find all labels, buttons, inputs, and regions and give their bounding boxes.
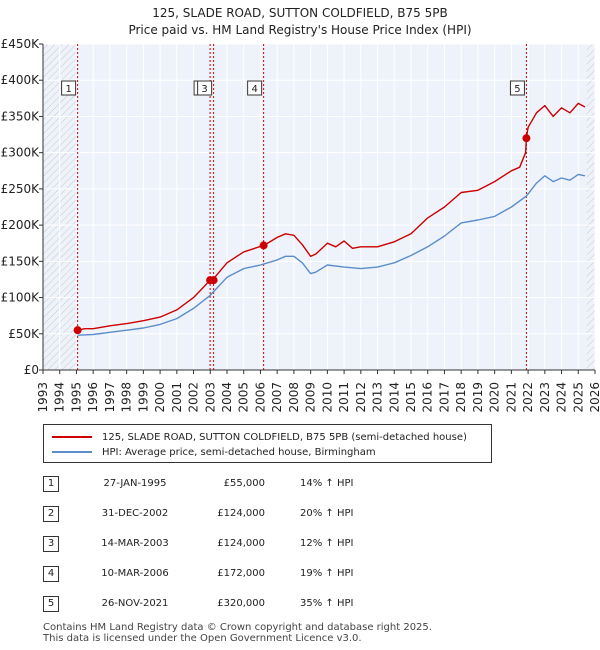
y-tick-label: £0 xyxy=(24,363,39,377)
sale-date: 26-NOV-2021 xyxy=(101,598,169,609)
x-tick-label: 2021 xyxy=(504,382,518,413)
chart-title: 125, SLADE ROAD, SUTTON COLDFIELD, B75 5… xyxy=(152,6,448,20)
sale-row: 5 26-NOV-2021 £320,000 35% ↑ HPI xyxy=(0,595,600,613)
hatched-region xyxy=(586,44,595,370)
x-tick-label: 1997 xyxy=(103,382,117,413)
x-tick-label: 2019 xyxy=(471,382,485,413)
hatched-region xyxy=(43,44,78,370)
x-tick-label: 2026 xyxy=(588,382,600,413)
legend-label-hpi: HPI: Average price, semi-detached house,… xyxy=(102,446,376,458)
x-tick-label: 2012 xyxy=(354,382,368,413)
y-tick-label: £300K xyxy=(1,146,41,160)
sale-date: 10-MAR-2006 xyxy=(101,568,169,579)
x-tick-label: 2001 xyxy=(170,382,184,413)
x-tick-label: 2003 xyxy=(203,382,217,413)
sale-marker-box xyxy=(247,80,263,96)
sale-price: £124,000 xyxy=(217,508,265,519)
sale-row: 4 10-MAR-2006 £172,000 19% ↑ HPI xyxy=(0,565,600,583)
x-tick-label: 2013 xyxy=(371,382,385,413)
x-tick-label: 2007 xyxy=(270,382,284,413)
sale-price: £124,000 xyxy=(217,538,265,549)
y-tick-label: £350K xyxy=(1,109,41,123)
sale-marker-label: 5 xyxy=(514,84,520,95)
sale-marker-box xyxy=(509,80,525,96)
price-chart: 12345£0£50K£100K£150K£200K£250K£300K£350… xyxy=(1,37,600,413)
x-tick-label: 2015 xyxy=(404,382,418,413)
sale-number: 2 xyxy=(43,506,59,522)
chart-subtitle: Price paid vs. HM Land Registry's House … xyxy=(128,23,472,37)
sale-date: 27-JAN-1995 xyxy=(103,478,167,489)
sale-row: 2 31-DEC-2002 £124,000 20% ↑ HPI xyxy=(0,505,600,523)
y-tick-label: £150K xyxy=(1,254,41,268)
y-tick-label: £50K xyxy=(8,327,40,341)
sale-marker-box xyxy=(61,80,77,96)
sale-number: 1 xyxy=(43,476,59,492)
sale-point xyxy=(73,326,82,335)
sale-marker-label: 3 xyxy=(201,84,207,95)
x-tick-label: 1995 xyxy=(69,382,83,413)
sale-number: 3 xyxy=(43,536,59,552)
x-tick-label: 2022 xyxy=(521,382,535,413)
x-tick-label: 1993 xyxy=(36,382,50,413)
sale-hpi: 19% ↑ HPI xyxy=(300,568,354,579)
sale-point xyxy=(522,134,531,143)
x-tick-label: 2006 xyxy=(253,382,267,413)
y-tick-label: £250K xyxy=(1,182,41,196)
x-tick-label: 2014 xyxy=(387,382,401,413)
x-tick-label: 2004 xyxy=(220,382,234,413)
footer-copyright: Contains HM Land Registry data © Crown c… xyxy=(43,622,432,633)
plot-background xyxy=(43,44,595,370)
x-tick-label: 2011 xyxy=(337,382,351,413)
x-tick-label: 2018 xyxy=(454,382,468,413)
x-tick-label: 2009 xyxy=(304,382,318,413)
y-tick-label: £200K xyxy=(1,218,41,232)
sale-number: 4 xyxy=(43,566,59,582)
y-tick-label: £100K xyxy=(1,291,41,305)
sale-date: 31-DEC-2002 xyxy=(101,508,169,519)
x-tick-label: 2002 xyxy=(187,382,201,413)
x-tick-label: 2000 xyxy=(153,382,167,413)
x-tick-label: 1994 xyxy=(53,382,67,413)
x-tick-label: 2020 xyxy=(488,382,502,413)
legend-swatch-property xyxy=(52,436,92,438)
x-tick-label: 2024 xyxy=(555,382,569,413)
legend: 125, SLADE ROAD, SUTTON COLDFIELD, B75 5… xyxy=(43,424,492,463)
sale-row: 3 14-MAR-2003 £124,000 12% ↑ HPI xyxy=(0,535,600,553)
sale-point xyxy=(259,241,268,250)
x-tick-label: 2008 xyxy=(287,382,301,413)
footer-licence: This data is licensed under the Open Gov… xyxy=(43,633,362,644)
sale-hpi: 35% ↑ HPI xyxy=(300,598,354,609)
sale-price: £55,000 xyxy=(223,478,265,489)
y-tick-label: £450K xyxy=(1,37,41,51)
x-tick-label: 1999 xyxy=(136,382,150,413)
x-tick-label: 1996 xyxy=(86,382,100,413)
hpi-series-line xyxy=(77,173,586,336)
legend-item-property: 125, SLADE ROAD, SUTTON COLDFIELD, B75 5… xyxy=(52,430,467,444)
sale-hpi: 12% ↑ HPI xyxy=(300,538,354,549)
sale-hpi: 20% ↑ HPI xyxy=(300,508,354,519)
sale-date: 14-MAR-2003 xyxy=(101,538,169,549)
sale-number: 5 xyxy=(43,596,59,612)
legend-label-property: 125, SLADE ROAD, SUTTON COLDFIELD, B75 5… xyxy=(102,431,467,443)
footer: Contains HM Land Registry data © Crown c… xyxy=(43,622,432,644)
x-tick-label: 2025 xyxy=(571,382,585,413)
x-tick-label: 1998 xyxy=(120,382,134,413)
x-tick-label: 2017 xyxy=(437,382,451,413)
sale-marker-box xyxy=(197,80,213,96)
sale-hpi: 14% ↑ HPI xyxy=(300,478,354,489)
sale-price: £172,000 xyxy=(217,568,265,579)
x-tick-label: 2023 xyxy=(538,382,552,413)
legend-item-hpi: HPI: Average price, semi-detached house,… xyxy=(52,445,376,459)
legend-swatch-hpi xyxy=(52,451,92,453)
x-tick-label: 2010 xyxy=(320,382,334,413)
y-tick-label: £400K xyxy=(1,73,41,87)
x-tick-label: 2005 xyxy=(237,382,251,413)
x-tick-label: 2016 xyxy=(421,382,435,413)
sale-row: 1 27-JAN-1995 £55,000 14% ↑ HPI xyxy=(0,475,600,493)
sale-price: £320,000 xyxy=(217,598,265,609)
sale-marker-label: 4 xyxy=(251,84,257,95)
sale-point xyxy=(209,276,218,285)
sale-marker-label: 1 xyxy=(65,84,71,95)
